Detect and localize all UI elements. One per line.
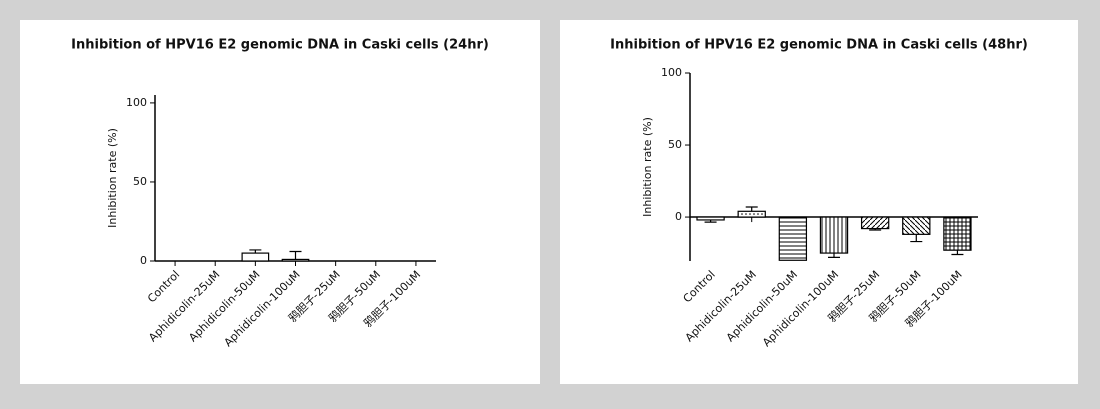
error-bar bbox=[704, 219, 717, 223]
y-tick-label: 50 bbox=[668, 138, 682, 151]
bar bbox=[819, 216, 849, 254]
bar bbox=[241, 252, 270, 262]
bar bbox=[778, 216, 808, 261]
error-bar bbox=[869, 228, 882, 231]
y-tick-label: 50 bbox=[133, 175, 147, 188]
bar bbox=[943, 216, 972, 251]
bar bbox=[696, 216, 725, 221]
panel bbox=[20, 20, 540, 384]
error-bar bbox=[828, 253, 840, 258]
y-axis-label: Inhibition rate (%) bbox=[641, 117, 654, 217]
y-tick-label: 0 bbox=[140, 254, 147, 267]
error-bar bbox=[910, 234, 923, 243]
y-axis-label: Inhibition rate (%) bbox=[106, 128, 119, 228]
chart-title: Inhibition of HPV16 E2 genomic DNA in Ca… bbox=[610, 38, 1028, 53]
bar bbox=[281, 258, 310, 262]
y-tick-label: 100 bbox=[126, 96, 147, 109]
error-bar bbox=[745, 206, 758, 212]
y-tick-label: 100 bbox=[661, 66, 682, 79]
y-tick-label: 0 bbox=[675, 210, 682, 223]
bar bbox=[860, 216, 890, 230]
bar bbox=[737, 210, 766, 218]
error-bar bbox=[951, 250, 964, 256]
bar bbox=[902, 216, 931, 235]
panel bbox=[560, 20, 1078, 384]
error-bar bbox=[289, 250, 302, 260]
chart-title: Inhibition of HPV16 E2 genomic DNA in Ca… bbox=[71, 38, 489, 53]
error-bar bbox=[249, 249, 262, 254]
